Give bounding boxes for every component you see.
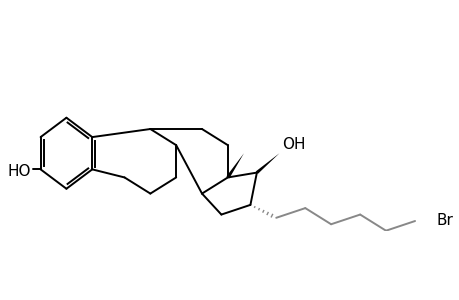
Polygon shape — [255, 153, 279, 174]
Polygon shape — [226, 153, 243, 178]
Text: Br: Br — [435, 213, 452, 228]
Text: OH: OH — [281, 136, 305, 152]
Text: HO: HO — [7, 164, 31, 179]
